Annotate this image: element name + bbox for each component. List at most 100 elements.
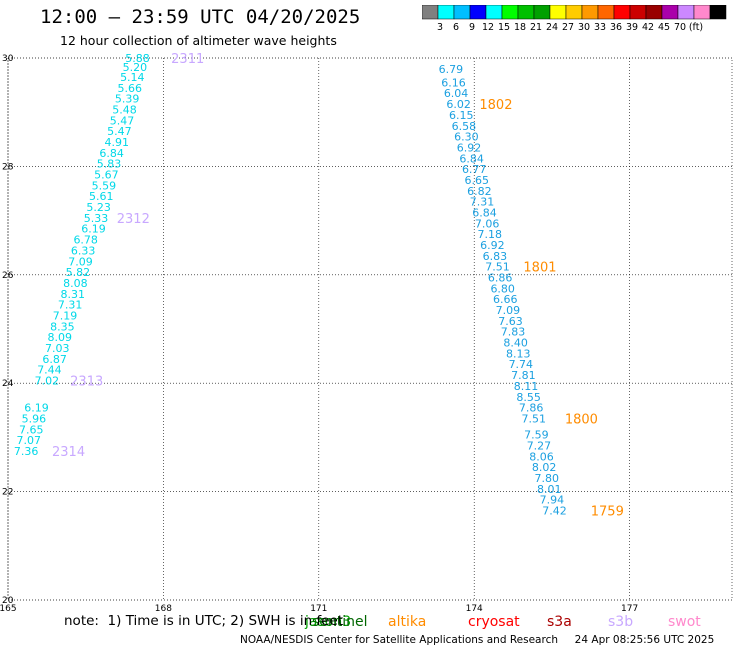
swh-value-label: 6.33 [71,244,96,257]
y-tick-label: 24 [2,379,14,389]
pass-time-label: 2311 [171,52,204,67]
swh-value-label: 6.87 [42,353,67,366]
swh-value-label: 6.19 [24,402,49,415]
scale-label: 9 [469,22,475,33]
swh-value-label: 6.65 [465,174,490,187]
swh-value-label: 5.33 [84,212,109,225]
swh-value-label: 7.42 [542,505,567,518]
credit-line: NOAA/NESDIS Center for Satellite Applica… [240,634,715,646]
swh-value-label: 8.08 [63,277,88,290]
swh-value-label: 8.11 [514,380,539,393]
y-tick-label: 30 [2,54,14,64]
swh-value-label: 7.07 [16,434,41,447]
swh-value-label: 7.06 [475,217,500,230]
swh-value-label: 7.09 [68,255,93,268]
y-tick-label: 28 [2,162,14,172]
swh-value-label: 6.15 [449,109,474,122]
satellite-label: cryosat [468,614,520,630]
swh-value-label: 6.30 [454,131,479,144]
x-tick-label: 174 [466,604,483,614]
swh-value-label: 5.59 [92,179,117,192]
scale-label: 6 [453,22,459,33]
swh-value-label: 7.86 [519,402,544,415]
scale-label: 12 [482,22,494,33]
pass-time-label: 1801 [523,261,556,276]
satellite-label: swot [668,614,701,630]
pass-time-label: 1802 [479,98,512,113]
swh-value-label: 6.58 [452,120,477,133]
swh-value-label: 8.01 [537,483,562,496]
swh-value-label: 6.04 [444,87,469,100]
scale-label: 42 [642,22,654,33]
swh-value-label: 7.31 [470,196,495,209]
satellite-label: s3b [608,614,633,630]
swh-value-label: 7.09 [496,304,521,317]
swh-value-label: 8.02 [532,461,557,474]
swh-value-label: 6.78 [73,234,98,247]
swh-value-label: 5.48 [112,103,137,116]
swh-value-label: 7.27 [527,440,552,453]
y-tick-label: 20 [2,596,14,606]
swh-value-label: 5.47 [110,114,135,127]
swh-value-label: 5.83 [97,158,122,171]
swh-value-label: 7.80 [534,472,559,485]
swh-value-label: 5.23 [86,201,111,214]
x-tick-label: 165 [0,604,17,614]
scale-label: 30 [578,22,590,33]
swh-value-label: 5.39 [115,93,140,106]
swh-value-label: 5.96 [22,412,47,425]
swh-value-label: 7.51 [485,261,510,274]
swh-value-label: 4.91 [105,136,130,149]
satellite-label: sentinel [312,614,368,630]
swh-value-label: 8.35 [50,320,75,333]
swh-value-label: 7.59 [524,429,549,442]
swh-value-label: 5.88 [125,52,150,65]
scale-label: 39 [626,22,638,33]
y-tick-label: 26 [2,271,14,281]
y-tick-label: 22 [2,488,13,498]
swh-value-label: 7.18 [477,228,502,241]
x-tick-label: 177 [621,604,638,614]
swh-value-label: 8.06 [529,450,554,463]
swh-value-label: 7.36 [14,445,39,458]
satellite-label: s3a [547,614,572,630]
swh-value-label: 7.51 [522,412,547,425]
swh-value-label: 7.19 [53,309,78,322]
swh-value-label: 6.79 [439,63,464,76]
swh-value-label: 8.40 [503,337,528,350]
swh-value-label: 7.65 [19,423,44,436]
swh-value-label: 6.84 [472,206,497,219]
swh-value-label: 7.44 [37,364,62,377]
swh-value-label: 6.80 [490,282,515,295]
pass-time-label: 2313 [70,374,103,389]
swh-value-label: 6.92 [480,239,505,252]
color-scale-legend: 3 6 9 12 15 18 21 24 27 30 33 36 39 42 45 70 (ft) [422,5,727,33]
swh-value-label: 6.84 [99,147,124,160]
swh-value-label: 7.03 [45,342,70,355]
scale-label: 45 [658,22,670,33]
swh-value-label: 6.02 [446,98,471,111]
scale-label: 24 [546,22,558,33]
swh-value-label: 7.94 [540,494,565,507]
x-tick-label: 168 [155,604,172,614]
chart-title: 12:00 — 23:59 UTC 04/20/2025 [40,6,361,28]
swh-value-label: 5.67 [94,169,119,182]
x-tick-label: 171 [310,604,327,614]
scale-label: 18 [514,22,526,33]
swh-value-label: 6.92 [457,141,482,154]
swh-value-label: 7.74 [509,358,534,371]
pass-time-label: 1800 [565,412,598,427]
swh-value-label: 6.86 [488,272,513,285]
swh-value-label: 5.66 [117,82,142,95]
satellite-label: jason3 [304,614,351,630]
swh-value-label: 6.66 [493,293,518,306]
pass-time-label: 2314 [52,445,85,460]
scale-label: 36 [610,22,622,33]
pass-time-label: 2312 [117,212,150,227]
swh-value-label: 5.14 [120,71,145,84]
swh-value-label: 6.83 [483,250,508,263]
pass-time-label: 1759 [591,505,624,520]
chart-subtitle: 12 hour collection of altimeter wave hei… [60,33,337,48]
swh-value-label: 8.13 [506,347,531,360]
